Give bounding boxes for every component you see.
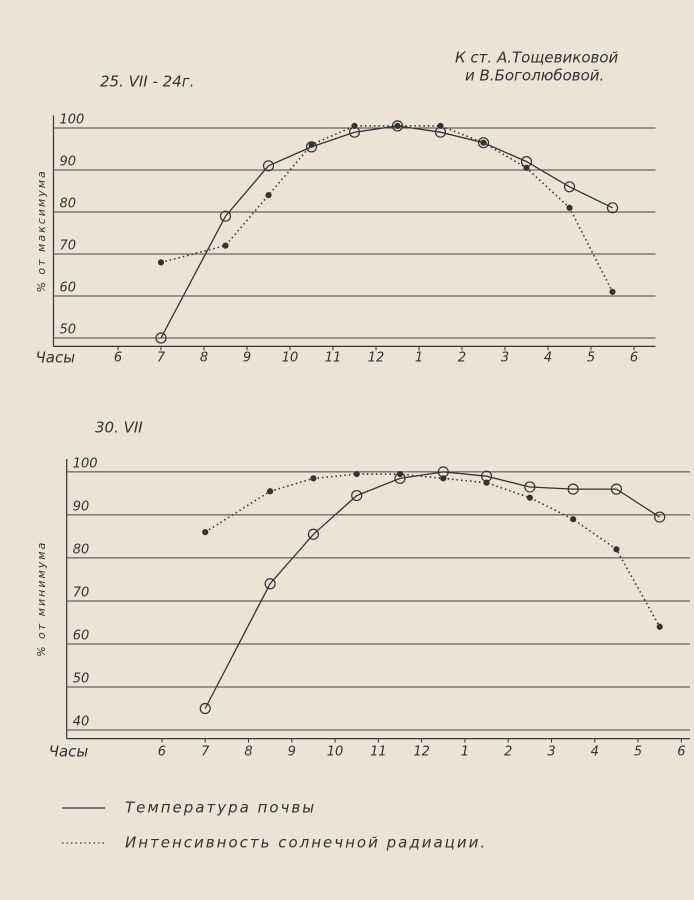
point bbox=[157, 259, 165, 266]
y-tick-label: 100 bbox=[60, 113, 85, 128]
y-tick-label: 70 bbox=[60, 239, 77, 254]
x-tick-label: 2 bbox=[458, 351, 466, 366]
x-tick-label: 3 bbox=[501, 351, 509, 366]
y-tick-label: 40 bbox=[73, 714, 90, 729]
point bbox=[308, 141, 315, 148]
point bbox=[563, 181, 576, 193]
x-axis-label: Часы bbox=[49, 743, 89, 761]
point bbox=[394, 122, 401, 130]
point bbox=[654, 511, 666, 523]
point bbox=[610, 483, 623, 495]
point bbox=[656, 623, 663, 630]
y-axis-label: % от минимума bbox=[35, 541, 48, 657]
y-tick-label: 90 bbox=[60, 155, 77, 170]
point bbox=[262, 160, 275, 172]
point bbox=[267, 488, 274, 495]
point bbox=[524, 481, 536, 493]
x-tick-label: 10 bbox=[327, 745, 344, 760]
x-axis-label: Часы bbox=[36, 349, 76, 367]
y-tick-label: 50 bbox=[73, 671, 90, 686]
point bbox=[526, 494, 533, 501]
y-tick-label: 70 bbox=[73, 585, 90, 600]
y-tick-label: 100 bbox=[73, 456, 98, 471]
x-tick-label: 5 bbox=[634, 745, 642, 760]
x-tick-label: 12 bbox=[368, 351, 385, 366]
point bbox=[199, 702, 211, 715]
point bbox=[477, 137, 490, 149]
x-tick-label: 11 bbox=[370, 745, 387, 760]
series-line: Температура почвы bbox=[204, 471, 661, 709]
legend-label: Интенсивность солнечной радиации. bbox=[125, 834, 487, 852]
x-tick-label: 11 bbox=[325, 351, 342, 366]
y-tick-label: 60 bbox=[60, 281, 77, 296]
point bbox=[523, 164, 530, 171]
point bbox=[480, 139, 487, 146]
x-tick-label: 7 bbox=[201, 745, 210, 760]
point bbox=[353, 470, 360, 478]
x-tick-label: 7 bbox=[157, 351, 166, 366]
point bbox=[483, 479, 490, 486]
x-tick-label: 6 bbox=[677, 745, 685, 760]
y-tick-label: 90 bbox=[73, 499, 90, 514]
y-tick-label: 80 bbox=[73, 542, 90, 557]
chart-title: 30. VII bbox=[95, 419, 143, 437]
y-tick-label: 50 bbox=[60, 323, 77, 338]
x-tick-label: 9 bbox=[243, 351, 251, 366]
point bbox=[310, 475, 317, 482]
point bbox=[202, 529, 209, 536]
point bbox=[440, 475, 447, 482]
point bbox=[396, 470, 404, 478]
point bbox=[307, 528, 320, 540]
x-tick-label: 1 bbox=[461, 745, 469, 760]
point bbox=[609, 288, 616, 295]
x-tick-label: 3 bbox=[547, 745, 555, 760]
attribution: К ст. А.Тощевиковой bbox=[455, 49, 619, 67]
chart-title: 25. VII - 24г. bbox=[100, 73, 194, 91]
x-tick-label: 2 bbox=[504, 745, 512, 760]
x-tick-label: 12 bbox=[413, 745, 430, 760]
x-tick-label: 10 bbox=[282, 351, 299, 366]
x-tick-label: 1 bbox=[415, 351, 423, 366]
x-tick-label: 4 bbox=[591, 745, 599, 760]
y-tick-label: 60 bbox=[73, 628, 90, 643]
point bbox=[222, 242, 229, 249]
x-tick-label: 6 bbox=[114, 351, 122, 366]
legend-label: Температура почвы bbox=[125, 799, 316, 817]
point bbox=[567, 483, 579, 495]
x-tick-label: 4 bbox=[544, 351, 552, 366]
y-tick-label: 80 bbox=[60, 197, 77, 212]
point bbox=[219, 210, 232, 222]
x-tick-label: 5 bbox=[587, 351, 595, 366]
x-tick-label: 8 bbox=[244, 745, 252, 760]
x-tick-label: 9 bbox=[288, 745, 296, 760]
point bbox=[351, 122, 358, 130]
y-axis-label: % от максимума bbox=[35, 169, 48, 292]
point bbox=[264, 578, 276, 590]
point bbox=[155, 332, 167, 344]
x-tick-label: 6 bbox=[158, 745, 166, 760]
point bbox=[570, 516, 577, 523]
point bbox=[437, 122, 444, 130]
point bbox=[606, 202, 619, 214]
x-tick-label: 8 bbox=[200, 351, 208, 366]
point bbox=[613, 546, 620, 553]
x-tick-label: 6 bbox=[630, 351, 638, 366]
point bbox=[265, 192, 272, 199]
point bbox=[351, 489, 363, 502]
attribution: и В.Боголюбовой. bbox=[465, 67, 604, 85]
point bbox=[566, 204, 573, 211]
